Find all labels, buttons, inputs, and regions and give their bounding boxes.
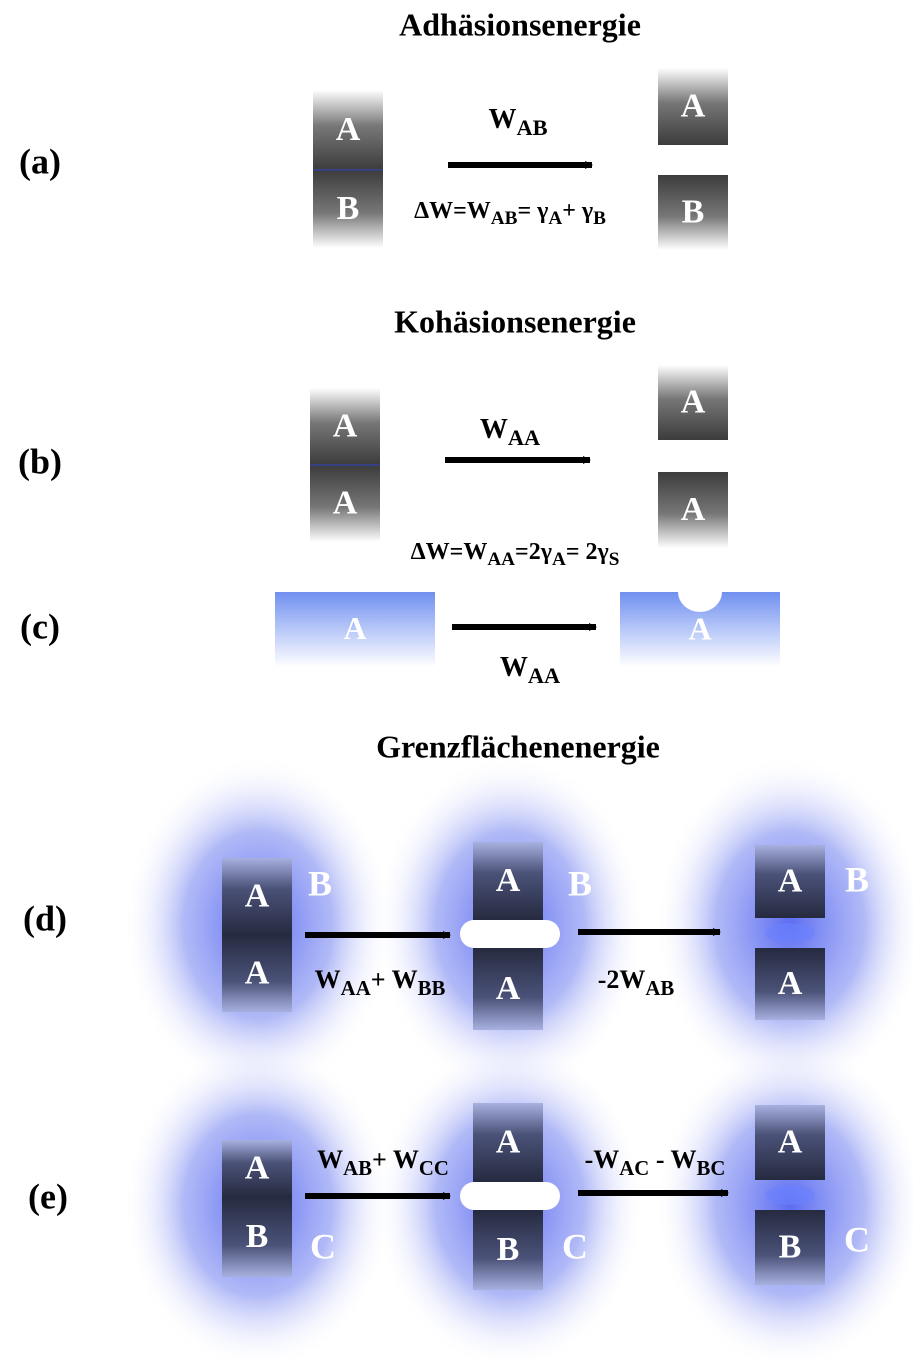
subscript: AB (516, 115, 547, 140)
formula-part: ΔW=W (411, 539, 488, 565)
subscript: S (609, 549, 620, 570)
gap (460, 1182, 560, 1210)
block-letter: B (779, 1228, 802, 1265)
formula-part: = γ (517, 198, 548, 224)
subscript: BC (697, 1157, 726, 1180)
block-letter: A (245, 954, 270, 991)
diagram: Adhäsionsenergie Kohäsionsenergie Grenzf… (0, 0, 913, 1360)
block-letter: A (778, 1123, 803, 1160)
subscript: AC (619, 1157, 649, 1180)
block-letter: A (333, 484, 358, 521)
subscript: AA (528, 663, 560, 688)
subscript: A (552, 549, 566, 570)
block-letter: A (333, 407, 358, 444)
block-letter: A (343, 610, 366, 646)
gap (460, 920, 560, 948)
subscript: AA (487, 549, 515, 570)
block-letter: A (681, 383, 706, 420)
block-letter: B (497, 1231, 520, 1268)
subscript: AB (645, 977, 674, 1000)
panel-label: (d) (23, 898, 67, 938)
block-letter: B (682, 193, 705, 230)
formula-part: ΔW=W (414, 198, 491, 224)
side-letter: B (308, 863, 332, 903)
formula-part: W (480, 414, 508, 445)
side-letter: C (844, 1219, 870, 1259)
formula: WAB (488, 104, 547, 140)
side-letter: C (310, 1226, 336, 1266)
block-letter: B (246, 1218, 269, 1255)
panel-label: (b) (18, 441, 62, 481)
subscript: AA (508, 425, 540, 450)
title: Adhäsionsenergie (399, 6, 641, 42)
subscript: AB (491, 208, 518, 229)
block-letter: A (336, 111, 361, 148)
subscript: CC (419, 1157, 449, 1180)
block-letter: A (245, 877, 270, 914)
formula: WAA (480, 414, 540, 450)
block-letter: A (496, 970, 521, 1007)
block-letter: A (496, 1123, 521, 1160)
formula: ΔW=WAA=2γA= 2γS (411, 539, 620, 571)
formula-part: + W (372, 1145, 419, 1174)
panel-label: (c) (20, 606, 60, 646)
formula-part: W (488, 104, 516, 135)
side-letter: B (568, 863, 592, 903)
side-letter: C (562, 1226, 588, 1266)
block-letter: A (496, 862, 521, 899)
panel-label: (a) (19, 141, 61, 181)
subscript: AA (341, 977, 371, 1000)
formula-part: + γ (562, 198, 593, 224)
formula-part: W (317, 1145, 343, 1174)
subscript: A (548, 208, 562, 229)
formula-part: - W (649, 1145, 696, 1174)
title: Grenzflächenenergie (376, 728, 660, 764)
formula: ΔW=WAB= γA+ γB (414, 198, 606, 230)
block-letter: A (681, 87, 706, 124)
subscript: BB (418, 977, 446, 1000)
block-letter: A (778, 862, 803, 899)
formula-part: W (315, 965, 341, 994)
side-letter: B (845, 859, 869, 899)
formula-part: + W (371, 965, 418, 994)
formula-part: =2γ (515, 539, 552, 565)
block-letter: A (778, 965, 803, 1002)
formula-part: W (500, 652, 528, 683)
block-letter: A (681, 491, 706, 528)
formula-part: -2W (598, 965, 646, 994)
formula: WAA (500, 652, 560, 688)
subscript: B (593, 208, 606, 229)
cavity (678, 572, 722, 612)
formula-part: = 2γ (566, 539, 609, 565)
block-letter: A (688, 610, 711, 646)
title: Kohäsionsenergie (394, 303, 636, 339)
formula-part: -W (585, 1145, 620, 1174)
block-letter: B (337, 190, 360, 227)
panel-label: (e) (28, 1176, 68, 1216)
block-letter: A (245, 1149, 270, 1186)
glow-spot (765, 923, 815, 943)
glow-spot (765, 1185, 815, 1205)
subscript: AB (343, 1157, 372, 1180)
